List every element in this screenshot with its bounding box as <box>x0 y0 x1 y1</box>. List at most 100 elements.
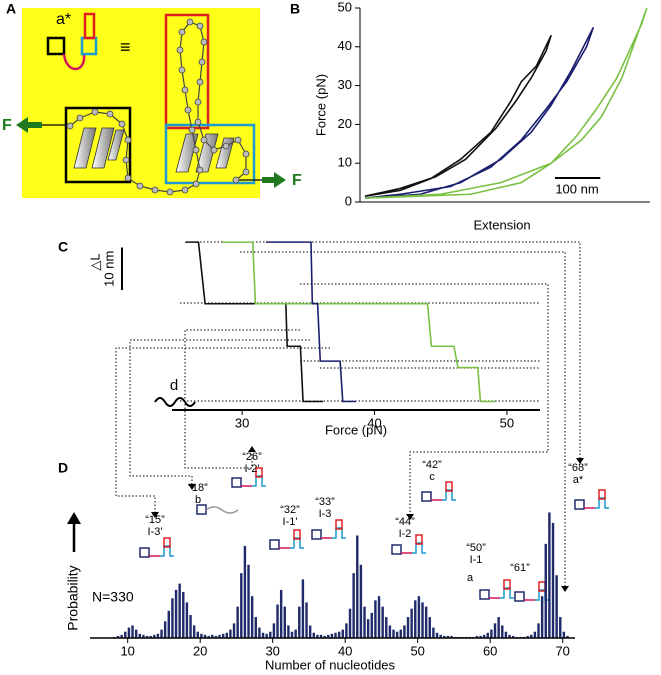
bar <box>439 634 442 638</box>
note: N=330 <box>92 589 134 605</box>
bar <box>279 589 283 638</box>
peak-id: “42” <box>422 459 442 471</box>
icon-tail <box>205 506 239 514</box>
structure-icons <box>139 467 609 602</box>
y-tick-label: 50 <box>338 0 352 14</box>
panel-label: A <box>6 1 16 17</box>
bar <box>290 631 294 638</box>
bead <box>234 136 242 144</box>
bar <box>435 632 439 638</box>
peak-id: “26” <box>242 451 262 463</box>
bead <box>151 186 159 194</box>
bar <box>544 543 547 638</box>
peak-id: “18” <box>188 482 208 494</box>
icon-u <box>595 497 609 509</box>
bead <box>196 22 204 30</box>
bar <box>530 634 533 638</box>
bar <box>301 579 305 638</box>
icon-box <box>421 491 432 502</box>
bead <box>124 174 132 182</box>
bead <box>186 18 194 26</box>
box <box>164 123 256 185</box>
bar <box>134 629 138 638</box>
connector <box>300 283 549 514</box>
icon-u <box>252 475 266 487</box>
bead <box>118 120 126 128</box>
bar <box>258 627 261 638</box>
bead <box>122 156 130 164</box>
bead <box>200 38 208 46</box>
bead <box>198 58 206 66</box>
bar <box>214 635 218 638</box>
data-line <box>364 7 648 199</box>
bar <box>424 606 428 638</box>
bar <box>428 617 431 638</box>
bar <box>203 634 207 638</box>
peak-id: “50” <box>466 542 486 554</box>
bar <box>192 625 196 638</box>
bar <box>399 629 402 638</box>
connector <box>115 347 330 512</box>
bar <box>392 629 395 638</box>
bead <box>242 168 250 176</box>
bead <box>192 180 200 188</box>
bar <box>421 602 424 638</box>
icon-hairpin <box>445 481 453 492</box>
bar <box>377 596 381 638</box>
bar <box>555 575 558 638</box>
peak-id: “68” <box>568 462 588 474</box>
bar <box>163 621 167 638</box>
icon-hairpin <box>503 579 511 590</box>
bar <box>283 606 286 638</box>
icon-hairpin <box>415 534 423 545</box>
bead <box>210 146 218 154</box>
peak-name: I-1' <box>283 516 298 528</box>
icon-u <box>500 587 514 599</box>
bar <box>479 635 482 638</box>
bar <box>153 634 156 638</box>
bar <box>160 629 163 638</box>
bar <box>240 573 243 638</box>
peak-name: I-2 <box>399 528 412 540</box>
peak-name: a* <box>573 474 584 486</box>
bar <box>526 635 529 638</box>
icon-u <box>290 537 304 549</box>
bead <box>181 186 189 194</box>
bar <box>551 522 555 638</box>
icon-hairpin <box>163 537 171 548</box>
panel-label: B <box>290 1 300 17</box>
icon-hairpin <box>335 519 343 530</box>
bar <box>385 617 388 638</box>
bead <box>178 66 186 74</box>
bar <box>559 617 562 638</box>
icon-box <box>139 547 150 558</box>
y-tick-label: 30 <box>338 77 352 92</box>
x-tick-label: 20 <box>193 643 207 658</box>
bar <box>156 633 160 638</box>
bar <box>323 635 326 638</box>
bar <box>142 634 145 638</box>
squiggle <box>154 397 196 407</box>
bead <box>200 136 208 144</box>
bead <box>181 86 189 94</box>
icon-box <box>311 529 322 540</box>
bead <box>196 78 204 86</box>
icon-u <box>332 527 346 539</box>
x-axis-label: Number of nucleotides <box>265 657 396 672</box>
data-line <box>364 34 552 197</box>
bar <box>486 632 489 638</box>
bar <box>189 614 192 638</box>
bar <box>167 610 170 638</box>
bar <box>131 625 134 638</box>
diagram-label: a* <box>56 11 71 28</box>
peak-name: b <box>195 494 201 506</box>
bar <box>287 625 290 638</box>
peak-id: “32” <box>280 504 300 516</box>
bar <box>250 596 254 638</box>
y-axis-label: Force (pN) <box>313 74 328 136</box>
icon-box <box>514 591 525 602</box>
bar <box>414 600 417 638</box>
arrowheads <box>151 446 584 592</box>
icon-box <box>391 544 402 555</box>
bar <box>261 632 265 638</box>
